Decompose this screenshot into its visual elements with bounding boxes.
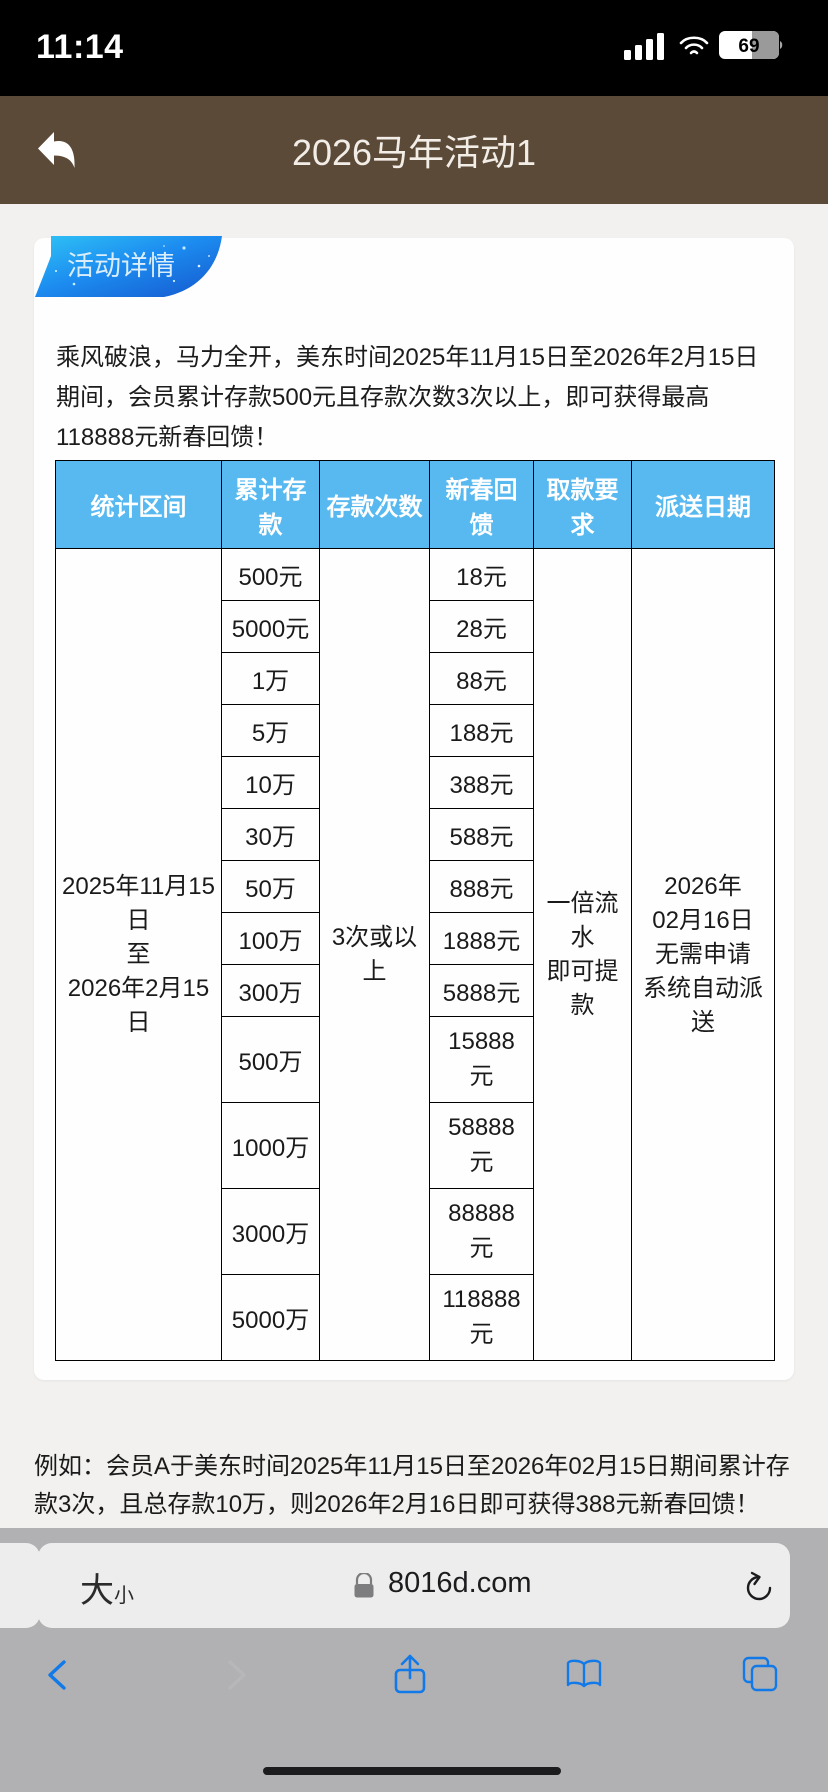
svg-text:活动详情: 活动详情 — [67, 251, 175, 281]
svg-text:69: 69 — [738, 36, 759, 57]
